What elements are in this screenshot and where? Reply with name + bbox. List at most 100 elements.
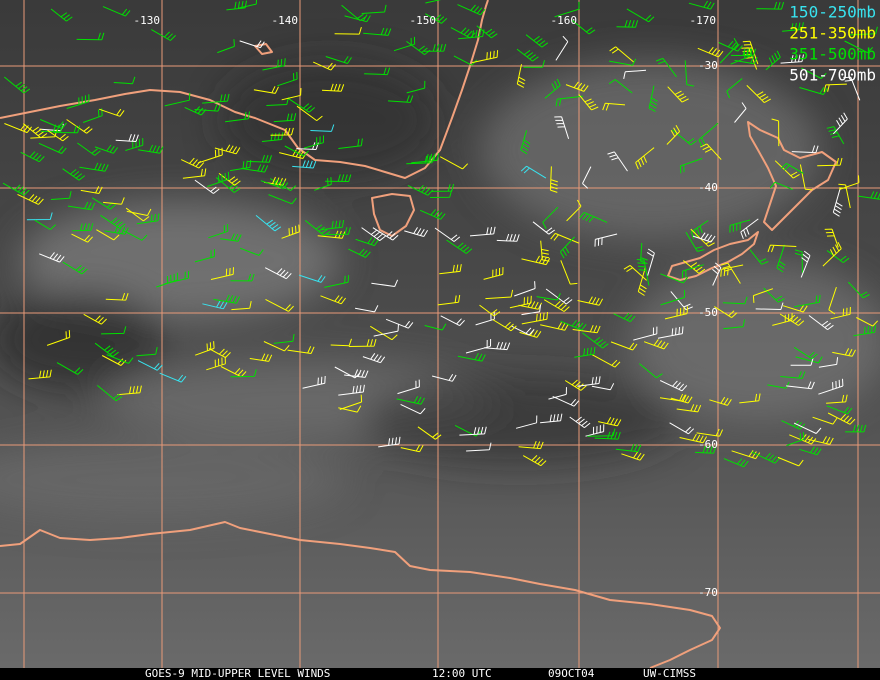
wind-barb: [76, 32, 105, 41]
wind-barb: [321, 219, 345, 231]
wind-barb: [324, 275, 350, 288]
wind-barb: [771, 118, 780, 147]
wind-barb: [756, 1, 785, 10]
wind-barb: [273, 113, 297, 123]
wind-barb: [856, 317, 879, 327]
wind-barb: [46, 330, 71, 346]
footer-date: 09OCT04: [548, 667, 595, 680]
wind-barb: [197, 147, 223, 164]
wind-barb: [608, 79, 633, 94]
wind-barb: [720, 264, 744, 277]
wind-barb: [684, 60, 695, 87]
wind-barb: [560, 260, 578, 285]
wind-barb: [578, 93, 599, 111]
wind-barb: [101, 355, 127, 366]
wind-barb: [218, 173, 241, 186]
wind-barb: [698, 122, 719, 147]
wind-barb: [808, 315, 834, 331]
wind-barb: [623, 264, 647, 281]
wind-barb: [812, 416, 838, 425]
wind-barb: [782, 304, 808, 313]
wind-barb: [730, 48, 756, 57]
wind-barb: [794, 294, 821, 308]
wind-barb: [609, 58, 637, 66]
wind-barb: [540, 413, 563, 424]
wind-barb: [20, 151, 45, 163]
wind-barb: [714, 306, 738, 319]
wind-barb: [479, 304, 501, 317]
wind-barb: [450, 27, 476, 39]
footer-title: GOES-9 MID-UPPER LEVEL WINDS: [145, 667, 330, 680]
wind-barb: [362, 353, 386, 364]
wind-barb: [430, 190, 453, 198]
wind-barb: [574, 346, 596, 358]
wind-barb: [364, 67, 391, 76]
graticule-labels: -130 -140 -150 -160 -170 -30 -40 -50 -60 -70: [134, 14, 718, 599]
wind-barb: [437, 294, 461, 306]
wind-barb: [700, 143, 722, 160]
wind-barb: [253, 86, 279, 94]
wind-barb: [560, 319, 587, 331]
wind-barb: [542, 206, 559, 229]
wind-barb: [679, 433, 708, 444]
wind-barb: [720, 262, 741, 284]
wind-barb: [277, 71, 298, 87]
wind-barb: [400, 444, 424, 453]
wind-barb: [39, 252, 65, 263]
wind-barb: [485, 289, 514, 300]
wind-barb: [77, 142, 101, 156]
wind-barb: [194, 179, 220, 194]
wind-barb: [195, 341, 215, 356]
wind-barb: [339, 394, 363, 410]
wind-barb: [594, 233, 618, 247]
wind-barb: [518, 441, 544, 450]
wind-barb: [582, 332, 609, 349]
wind-barb: [406, 80, 426, 94]
wind-barb: [247, 154, 272, 163]
wind-barb: [230, 369, 257, 378]
wind-barb: [799, 87, 828, 95]
wind-barb: [800, 250, 811, 278]
wind-barb: [261, 132, 284, 142]
wind-barb: [635, 147, 655, 170]
wind-barb: [623, 69, 647, 80]
wind-barb: [752, 288, 774, 303]
wind-barb: [822, 241, 842, 267]
wind-barb: [281, 224, 300, 239]
wind-barb: [492, 319, 517, 332]
wind-barb: [156, 272, 179, 288]
wind-barb: [4, 123, 32, 134]
footer-time: 12:00 UTC: [432, 667, 492, 680]
wind-barb: [334, 26, 362, 35]
wind-barb: [99, 108, 125, 117]
wind-barb: [281, 88, 302, 101]
wind-barb: [113, 76, 136, 85]
wind-barb: [263, 341, 290, 352]
wind-barb: [83, 313, 107, 325]
wind-barb: [194, 249, 215, 263]
wind-barb: [555, 35, 569, 61]
wind-barb: [423, 43, 447, 52]
wind-barb: [579, 211, 608, 223]
wind-barb: [807, 436, 834, 445]
wind-barb: [679, 158, 703, 174]
wind-barb: [666, 124, 681, 145]
wind-barb: [71, 233, 93, 243]
wind-barb: [688, 0, 715, 10]
wind-barb: [105, 292, 129, 301]
legend-entry: 150-250mb: [789, 3, 876, 22]
latitude-label: -30: [698, 59, 718, 72]
wind-barb: [370, 325, 398, 341]
wind-barb: [791, 145, 819, 154]
wind-barb: [616, 19, 639, 28]
wind-barb: [355, 305, 379, 313]
wind-barb: [457, 352, 486, 362]
wind-barb: [591, 383, 615, 391]
latitude-label: -50: [698, 306, 718, 319]
wind-barb: [397, 379, 420, 395]
wind-barb: [466, 442, 492, 452]
wind-barb: [210, 267, 234, 280]
wind-barb: [159, 372, 187, 383]
wind-barb: [594, 431, 621, 440]
wind-barb: [184, 106, 207, 116]
